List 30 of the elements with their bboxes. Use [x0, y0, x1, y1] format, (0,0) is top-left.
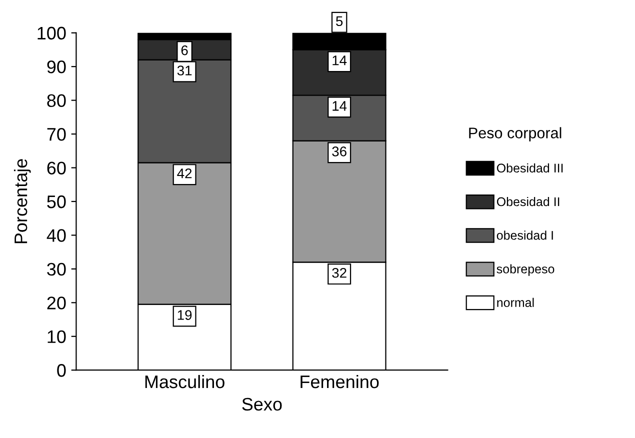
y-tick-label: 10: [48, 330, 66, 344]
x-axis-title: Sexo: [242, 398, 282, 411]
data-label: 6: [181, 45, 188, 56]
data-label: 32: [332, 268, 346, 278]
data-label: 19: [178, 310, 192, 320]
y-tick-label: 50: [47, 195, 66, 208]
y-tick-label: 100: [38, 26, 66, 40]
legend-title: Peso corporal: [469, 127, 562, 142]
y-tick-label: 80: [47, 94, 66, 108]
y-tick-label: 40: [46, 229, 66, 242]
data-label: 5: [336, 16, 343, 26]
data-label: 14: [332, 56, 347, 66]
legend-label: Obesidad II: [496, 196, 560, 206]
data-label: 31: [177, 66, 192, 76]
x-tick-label: Femenino: [300, 374, 379, 388]
y-tick-label: 70: [47, 128, 66, 141]
data-label: 42: [177, 168, 192, 178]
y-tick-label: 60: [47, 162, 66, 174]
y-tick-label: 0: [57, 364, 66, 377]
y-tick-label: 20: [47, 296, 66, 310]
y-tick-label: 90: [47, 60, 66, 74]
legend-label: normal: [497, 298, 534, 308]
y-axis-title: Porcentaje: [14, 159, 31, 244]
data-label: 14: [332, 101, 347, 111]
legend-label: sobrepeso: [496, 264, 554, 276]
legend-label: obesidad I: [496, 230, 553, 240]
y-tick-label: 30: [47, 262, 66, 276]
data-label: 36: [332, 146, 346, 156]
legend-label: Obesidad III: [496, 163, 563, 173]
x-tick-label: Masculino: [145, 374, 224, 388]
